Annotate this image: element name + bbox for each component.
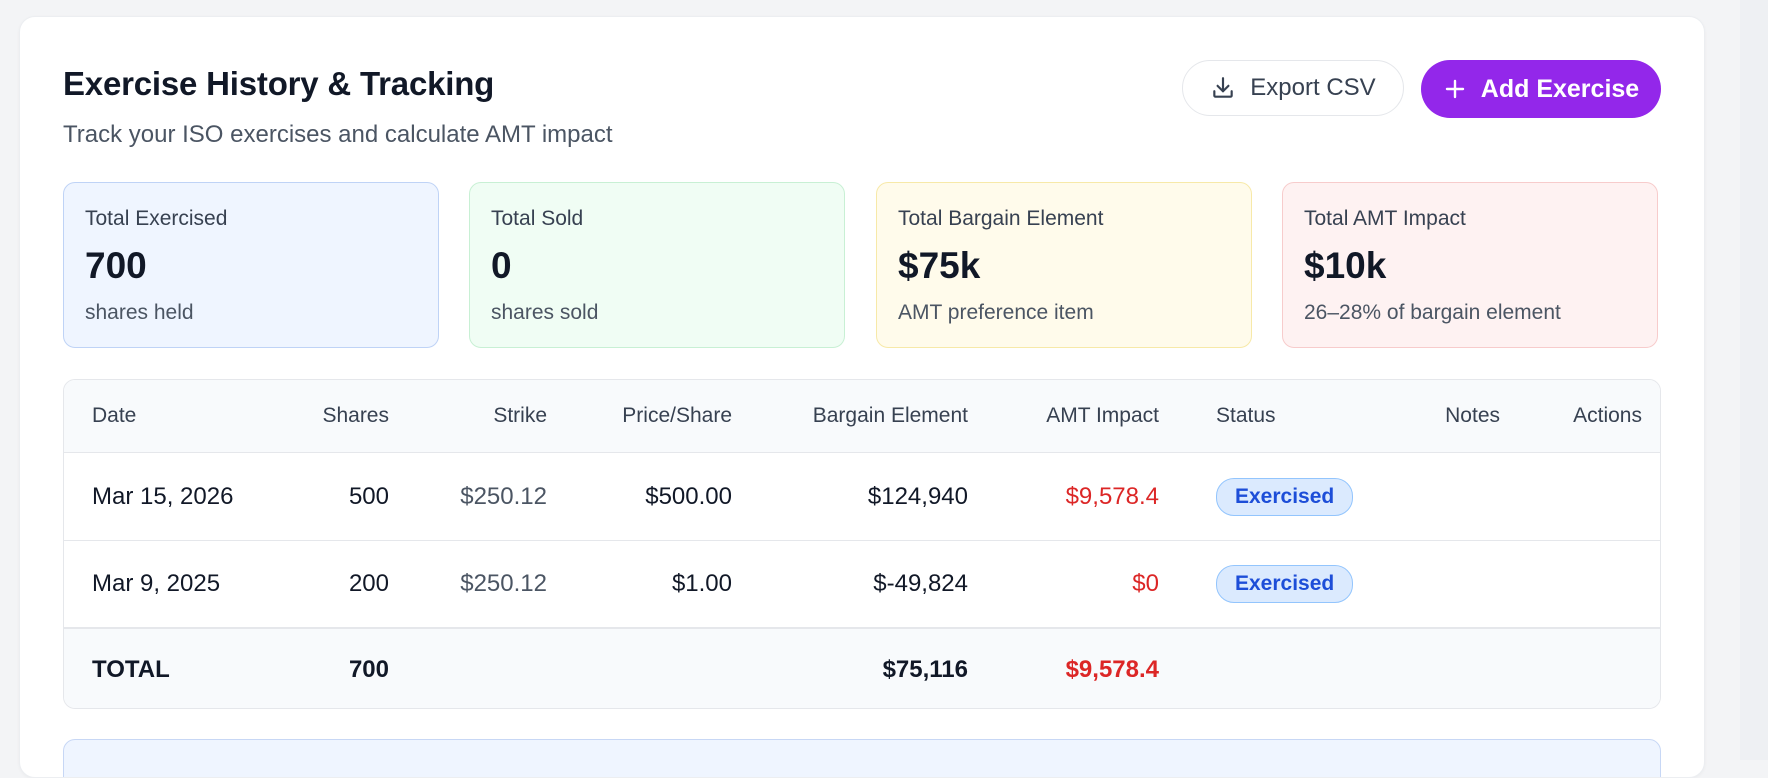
table-header-row: Date Shares Strike Price/Share Bargain E…: [64, 380, 1660, 453]
cell-strike: $250.12: [460, 482, 547, 510]
stat-label: Total AMT Impact: [1304, 207, 1466, 230]
column-header-date[interactable]: Date: [92, 404, 137, 427]
cell-shares: 500: [348, 482, 389, 510]
stat-value: $10k: [1304, 245, 1387, 286]
add-exercise-label: Add Exercise: [1480, 74, 1640, 103]
column-header-status[interactable]: Status: [1216, 404, 1276, 427]
column-header-strike[interactable]: Strike: [493, 404, 547, 427]
cell-strike: $250.12: [460, 570, 547, 597]
stat-subtext: 26–28% of bargain element: [1304, 301, 1561, 324]
total-shares: 700: [348, 655, 389, 683]
stat-subtext: AMT preference item: [898, 301, 1094, 324]
cell-amt-impact: $0: [1132, 570, 1159, 597]
table-row[interactable]: Mar 15, 2026 500 $250.12 $500.00 $124,94…: [64, 453, 1660, 541]
stat-value: $75k: [898, 245, 981, 286]
page-subtitle: Track your ISO exercises and calculate A…: [63, 121, 613, 148]
status-badge: Exercised: [1216, 477, 1354, 516]
add-exercise-button[interactable]: Add Exercise: [1421, 60, 1661, 118]
stat-value: 0: [491, 245, 512, 286]
export-csv-button[interactable]: Export CSV: [1182, 60, 1404, 116]
exercise-history-card: Exercise History & Tracking Track your I…: [19, 16, 1705, 778]
cell-status: Exercised: [1216, 453, 1354, 540]
column-header-price-per-share[interactable]: Price/Share: [622, 404, 732, 427]
stat-label: Total Sold: [491, 207, 584, 230]
cell-status: Exercised: [1216, 541, 1354, 627]
cell-price: $1.00: [671, 570, 732, 597]
stat-card-total-bargain-element: Total Bargain Element $75k AMT preferenc…: [876, 182, 1252, 348]
table-row[interactable]: Mar 9, 2025 200 $250.12 $1.00 $-49,824 $…: [64, 541, 1660, 629]
cell-date: Mar 15, 2026: [92, 482, 234, 510]
cell-bargain-element: $-49,824: [873, 570, 968, 597]
column-header-amt-impact[interactable]: AMT Impact: [1046, 404, 1159, 427]
stat-card-total-amt-impact: Total AMT Impact $10k 26–28% of bargain …: [1282, 182, 1658, 348]
cell-bargain-element: $124,940: [867, 482, 968, 510]
total-bargain-element: $75,116: [882, 655, 968, 683]
stat-label: Total Bargain Element: [898, 207, 1104, 230]
stat-label: Total Exercised: [85, 207, 228, 230]
stat-value: 700: [85, 245, 147, 286]
export-csv-label: Export CSV: [1250, 74, 1376, 101]
cell-shares: 200: [348, 570, 389, 597]
column-header-notes: Notes: [1445, 404, 1500, 427]
plus-icon: [1443, 77, 1467, 101]
stat-subtext: shares sold: [491, 301, 599, 324]
column-header-shares[interactable]: Shares: [322, 404, 389, 427]
download-icon: [1210, 75, 1236, 101]
column-header-actions: Actions: [1573, 404, 1642, 427]
cell-date: Mar 9, 2025: [92, 570, 221, 597]
status-badge: Exercised: [1216, 565, 1354, 603]
stat-card-total-sold: Total Sold 0 shares sold: [469, 182, 845, 348]
total-label: TOTAL: [92, 655, 170, 683]
page-title: Exercise History & Tracking: [63, 65, 495, 102]
stat-subtext: shares held: [85, 301, 194, 324]
total-amt-impact: $9,578.4: [1065, 655, 1159, 683]
stat-card-total-exercised: Total Exercised 700 shares held: [63, 182, 439, 348]
info-panel: [63, 739, 1661, 777]
table-total-row: TOTAL 700 $75,116 $9,578.4: [64, 629, 1660, 708]
cell-price: $500.00: [645, 482, 732, 510]
page-scroll-gutter: [1740, 0, 1768, 760]
exercise-table: Date Shares Strike Price/Share Bargain E…: [63, 379, 1661, 709]
column-header-bargain-element[interactable]: Bargain Element: [812, 404, 968, 427]
cell-amt-impact: $9,578.4: [1065, 482, 1159, 510]
